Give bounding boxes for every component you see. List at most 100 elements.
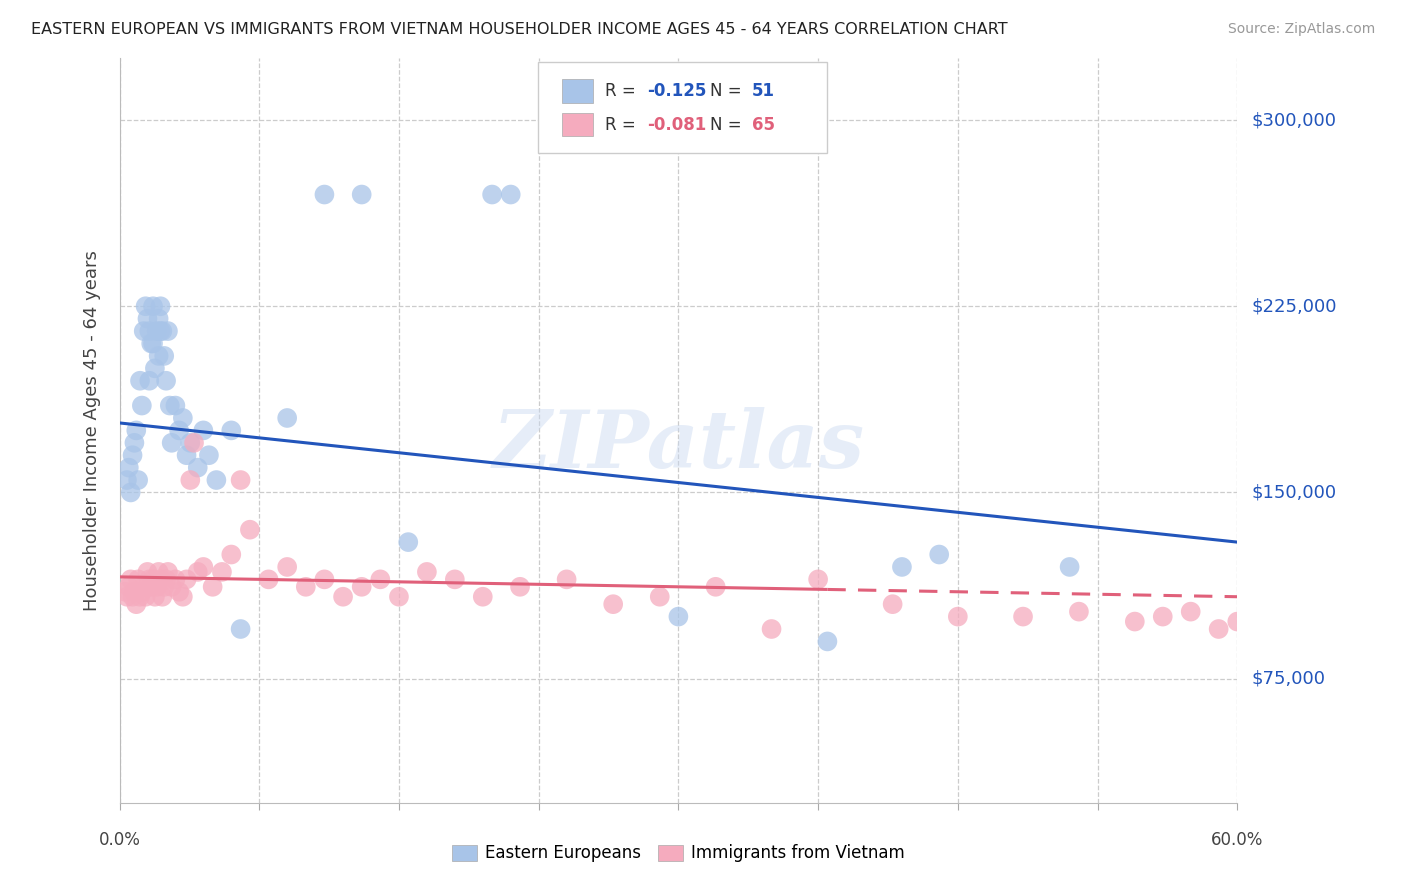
Point [807,573,830,587]
Point [155,374,177,388]
Point [509,580,531,594]
Point [187,565,209,579]
Point [187,460,209,475]
Text: ZIPatlas: ZIPatlas [492,407,865,484]
Point [211,565,233,579]
Text: EASTERN EUROPEAN VS IMMIGRANTS FROM VIETNAM HOUSEHOLDER INCOME AGES 45 - 64 YEAR: EASTERN EUROPEAN VS IMMIGRANTS FROM VIET… [31,22,1008,37]
Point [118,460,141,475]
Point [193,423,215,437]
Point [176,448,198,462]
Point [141,336,163,351]
Point [131,584,153,599]
Point [120,485,142,500]
Point [138,374,160,388]
Point [602,597,624,611]
Point [148,565,170,579]
Point [127,573,149,587]
Point [201,580,224,594]
Point [135,299,157,313]
Text: R =: R = [605,82,641,100]
Point [239,523,262,537]
Point [125,597,148,611]
Text: $75,000: $75,000 [1251,670,1326,688]
Point [891,560,914,574]
Point [229,622,252,636]
Point [165,399,187,413]
Point [165,573,187,587]
Point [141,580,163,594]
Point [314,573,336,587]
Point [198,448,221,462]
Point [1123,615,1146,629]
Point [135,590,157,604]
Point [125,423,148,437]
Point [146,324,169,338]
Text: R =: R = [605,116,641,134]
Point [666,609,689,624]
Point [219,423,243,437]
Text: 65: 65 [752,116,775,134]
Point [121,448,143,462]
Point [124,435,146,450]
Point [229,473,252,487]
Point [471,590,494,604]
Point [444,573,467,587]
Point [1059,560,1081,574]
Point [350,187,373,202]
Point [388,590,411,604]
Point [193,560,215,574]
Point [124,584,146,599]
Point [704,580,727,594]
Point [179,435,201,450]
Point [295,580,318,594]
Point [946,609,969,624]
Point [115,473,138,487]
Point [183,435,205,450]
Point [143,361,166,376]
Point [132,324,155,338]
Text: 60.0%: 60.0% [1211,830,1264,848]
Point [160,435,183,450]
Point [1152,609,1174,624]
Point [150,590,173,604]
Point [129,374,152,388]
Text: $300,000: $300,000 [1251,111,1336,129]
Point [148,311,170,326]
Text: -0.125: -0.125 [647,82,706,100]
Point [276,560,298,574]
Point [131,399,153,413]
Point [172,590,194,604]
Point [332,590,354,604]
Point [219,548,243,562]
Text: N =: N = [710,82,747,100]
Point [167,584,190,599]
Point [129,590,152,604]
Point [148,349,170,363]
Point [761,622,783,636]
Text: Source: ZipAtlas.com: Source: ZipAtlas.com [1227,22,1375,37]
Point [555,573,578,587]
Point [143,590,166,604]
Legend: Eastern Europeans, Immigrants from Vietnam: Eastern Europeans, Immigrants from Vietn… [446,838,911,869]
Point [142,336,165,351]
Text: $150,000: $150,000 [1251,483,1336,501]
Point [118,580,141,594]
Point [114,584,136,599]
Point [132,580,155,594]
Point [167,423,190,437]
Point [350,580,373,594]
Point [149,324,172,338]
Point [149,299,172,313]
Point [928,548,950,562]
Point [149,573,172,587]
Text: $225,000: $225,000 [1251,297,1337,315]
Point [257,573,280,587]
Y-axis label: Householder Income Ages 45 - 64 years: Householder Income Ages 45 - 64 years [83,250,101,611]
Point [155,573,177,587]
Point [176,573,198,587]
Point [1067,605,1090,619]
Point [153,349,176,363]
Point [882,597,904,611]
Point [150,324,173,338]
Point [142,573,165,587]
